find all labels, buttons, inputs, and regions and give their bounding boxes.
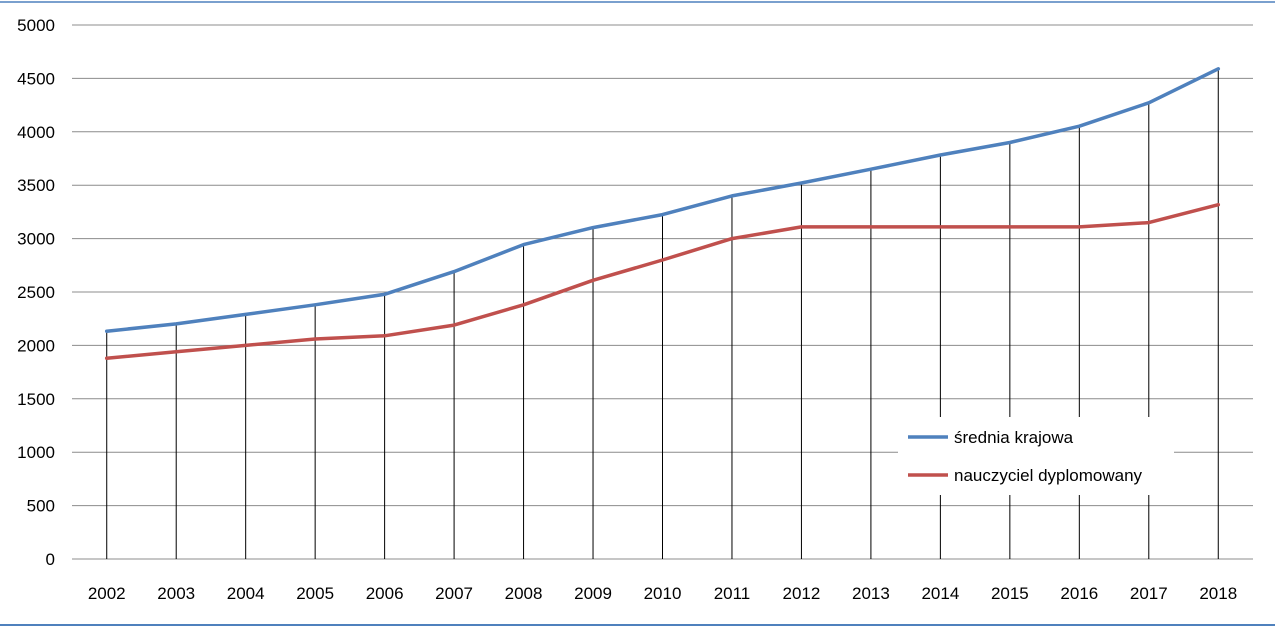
x-tick-label: 2018: [1199, 584, 1237, 603]
x-tick-label: 2009: [574, 584, 612, 603]
x-axis-ticks: 2002 2003 2004 2005 2006 2007 2008 2009 2010 2011…: [88, 584, 1237, 603]
legend-label-srednia-krajowa: średnia krajowa: [954, 428, 1074, 447]
y-tick-label: 4000: [17, 123, 55, 142]
y-tick-label: 0: [46, 550, 55, 569]
x-tick-label: 2014: [921, 584, 959, 603]
x-tick-label: 2008: [505, 584, 543, 603]
x-tick-label: 2002: [88, 584, 126, 603]
x-tick-label: 2011: [714, 584, 751, 603]
legend: średnia krajowa nauczyciel dyplomowany: [898, 417, 1174, 495]
x-tick-label: 2003: [157, 584, 195, 603]
y-tick-label: 2500: [17, 283, 55, 302]
y-tick-label: 5000: [17, 16, 55, 35]
y-tick-label: 500: [27, 497, 55, 516]
y-tick-label: 3500: [17, 176, 55, 195]
x-tick-label: 2012: [783, 584, 821, 603]
y-tick-label: 1500: [17, 390, 55, 409]
x-tick-label: 2017: [1130, 584, 1168, 603]
x-tick-label: 2005: [296, 584, 334, 603]
legend-label-nauczyciel-dyplomowany: nauczyciel dyplomowany: [954, 466, 1143, 485]
x-tick-label: 2007: [435, 584, 473, 603]
x-tick-label: 2013: [852, 584, 890, 603]
y-tick-label: 4500: [17, 69, 55, 88]
y-tick-label: 1000: [17, 443, 55, 462]
y-axis-ticks: 0 500 1000 1500 2000 2500 3000 3500 4000 4500 5000: [17, 16, 55, 569]
x-tick-label: 2016: [1060, 584, 1098, 603]
x-tick-label: 2015: [991, 584, 1029, 603]
x-tick-label: 2006: [366, 584, 404, 603]
y-tick-label: 2000: [17, 336, 55, 355]
x-tick-label: 2004: [227, 584, 265, 603]
x-tick-label: 2010: [644, 584, 682, 603]
y-tick-label: 3000: [17, 230, 55, 249]
